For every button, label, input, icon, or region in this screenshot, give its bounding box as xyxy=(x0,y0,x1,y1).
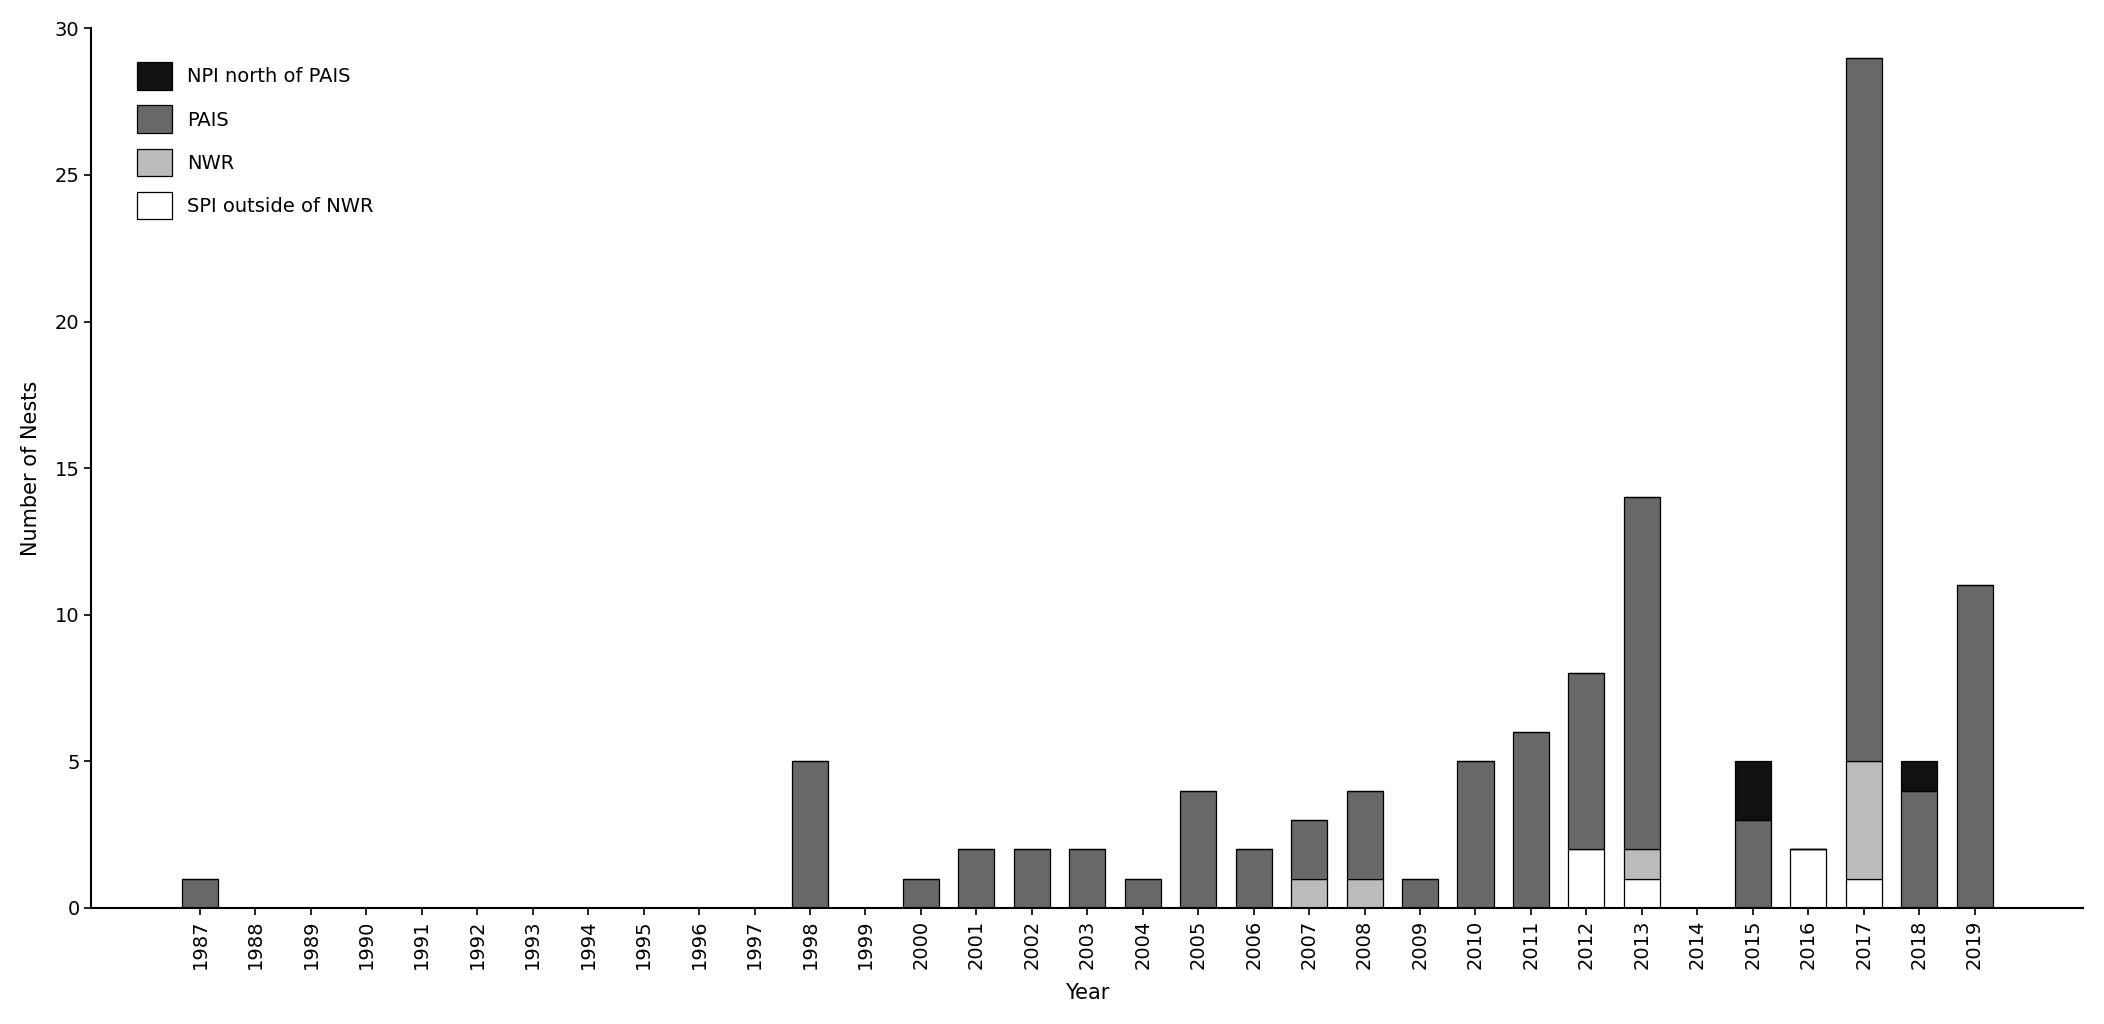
Bar xyxy=(1845,57,1881,761)
Bar xyxy=(1458,761,1494,908)
Bar xyxy=(1347,879,1382,908)
Bar xyxy=(1567,849,1605,908)
Bar xyxy=(1235,849,1271,908)
Bar xyxy=(1069,849,1105,908)
Bar xyxy=(1845,761,1881,879)
Bar xyxy=(1736,820,1772,908)
Bar xyxy=(1957,586,1992,908)
Bar xyxy=(791,761,829,908)
Bar xyxy=(957,849,995,908)
Bar xyxy=(1401,879,1437,908)
Bar xyxy=(1347,791,1382,879)
Bar xyxy=(181,879,219,908)
Bar xyxy=(1902,761,1938,791)
Bar xyxy=(1292,879,1328,908)
Bar xyxy=(1902,791,1938,908)
Y-axis label: Number of Nests: Number of Nests xyxy=(21,381,40,556)
Bar xyxy=(1736,761,1772,820)
X-axis label: Year: Year xyxy=(1065,983,1109,1004)
Bar xyxy=(1513,732,1549,908)
Bar xyxy=(1624,849,1660,879)
Bar xyxy=(1014,849,1050,908)
Legend: NPI north of PAIS, PAIS, NWR, SPI outside of NWR: NPI north of PAIS, PAIS, NWR, SPI outsid… xyxy=(122,47,389,234)
Bar xyxy=(1180,791,1216,908)
Bar xyxy=(1292,820,1328,879)
Bar xyxy=(1624,498,1660,849)
Bar xyxy=(1624,879,1660,908)
Bar xyxy=(1567,674,1605,849)
Bar xyxy=(1845,879,1881,908)
Bar xyxy=(903,879,938,908)
Bar xyxy=(1126,879,1161,908)
Bar xyxy=(1791,849,1826,908)
